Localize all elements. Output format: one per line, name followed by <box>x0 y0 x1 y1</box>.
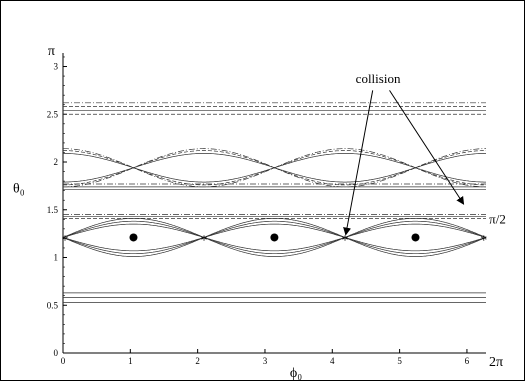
libration-curve <box>62 223 487 238</box>
axes: 0 1 2 3 4 5 6 2π 0 0.5 1 1.5 2 2.5 3 π θ₀ ϕ₀ <box>13 44 503 381</box>
upper-band-curve <box>63 167 486 183</box>
y-end-label: π <box>48 44 55 59</box>
y-tick-label: 2 <box>54 157 59 167</box>
x-end-label: 2π <box>489 355 503 370</box>
points: * * * * <box>62 233 488 248</box>
y-tick-label: 0 <box>54 348 59 358</box>
x-tick-label: 1 <box>128 356 133 366</box>
x-tick-label: 4 <box>330 356 335 366</box>
libration-curve <box>62 237 487 255</box>
y-axis-title: θ₀ <box>13 182 25 197</box>
elliptic-point: * <box>480 233 487 248</box>
x-tick-label: 5 <box>397 356 402 366</box>
labels: collision π/2 <box>343 71 506 236</box>
x-tick-label: 2 <box>195 356 200 366</box>
hyperbolic-point <box>129 233 138 242</box>
x-axis-title: ϕ₀ <box>290 366 302 381</box>
separatrix-curve <box>62 237 487 257</box>
curves <box>62 102 487 303</box>
y-tick-label: 3 <box>54 62 59 72</box>
y-tick-label: 1.5 <box>47 205 59 215</box>
hyperbolic-point <box>270 233 279 242</box>
separatrix-curve <box>62 218 487 238</box>
libration-curve <box>62 237 487 252</box>
collision-arrow <box>389 90 465 205</box>
x-tick-label: 0 <box>61 356 66 366</box>
hyperbolic-point <box>411 233 420 242</box>
collision-label: collision <box>356 71 401 86</box>
x-tick-label: 3 <box>263 356 268 366</box>
collision-arrow <box>343 90 374 236</box>
y-tick-label: 2.5 <box>47 109 59 119</box>
elliptic-point: * <box>342 233 349 248</box>
x-tick-label: 6 <box>465 356 470 366</box>
elliptic-point: * <box>200 233 207 248</box>
libration-curve <box>62 220 487 238</box>
y-tick-label: 1 <box>54 253 59 263</box>
pi-half-label: π/2 <box>489 211 506 226</box>
upper-band-curve <box>63 153 486 169</box>
elliptic-point: * <box>62 233 69 248</box>
y-tick-label: 0.5 <box>47 300 59 310</box>
